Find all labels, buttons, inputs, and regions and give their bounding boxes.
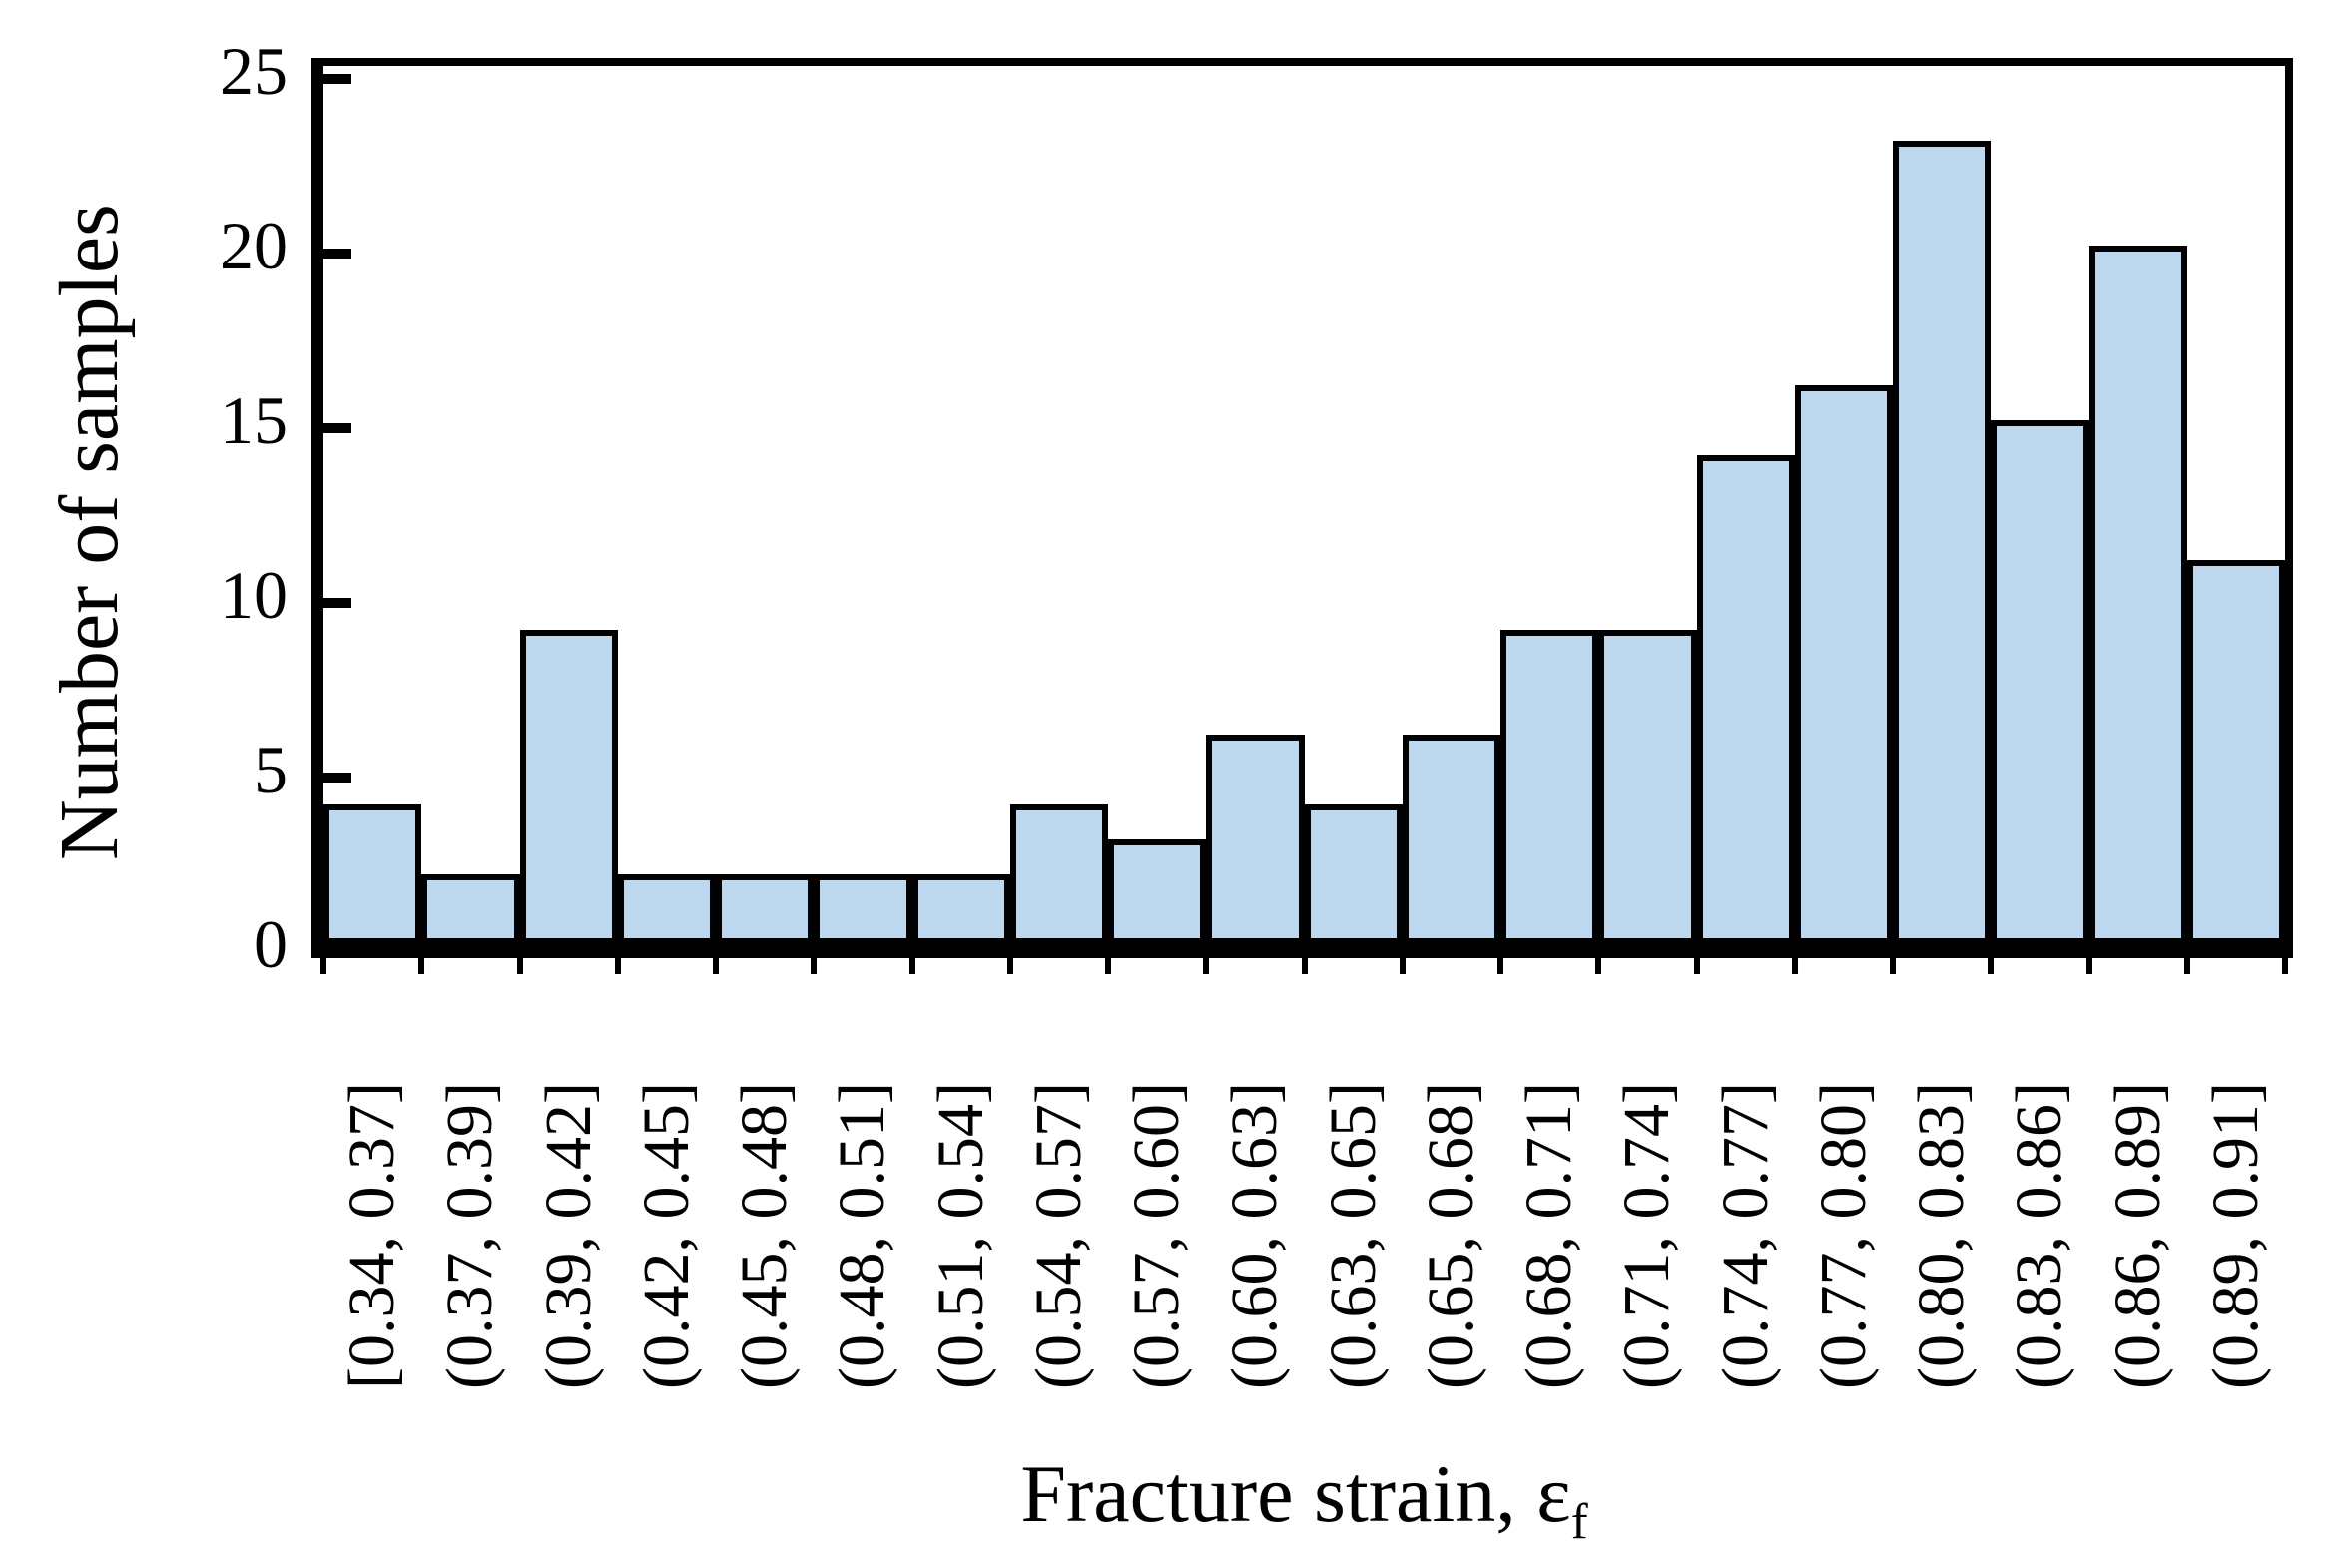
histogram-bar (814, 874, 912, 944)
histogram-bar (1009, 804, 1108, 944)
y-tick-label: 20 (220, 208, 288, 283)
x-tick-mark (811, 958, 818, 974)
x-tick-mark (2282, 958, 2288, 974)
y-tick-label: 5 (254, 732, 288, 807)
x-axis-title-subscript: f (1570, 1493, 1588, 1550)
histogram-bar (323, 804, 422, 944)
histogram-bar (716, 874, 815, 944)
x-tick-label: (0.54, 0.57] (1021, 1082, 1095, 1389)
plot-area (311, 58, 2293, 958)
x-tick-label: [0.34, 0.37] (335, 1082, 409, 1389)
histogram-bar (617, 874, 716, 944)
histogram-bar (911, 874, 1010, 944)
x-tick-mark (516, 958, 523, 974)
x-tick-mark (418, 958, 425, 974)
x-axis-title: Fracture strain, εf (323, 1448, 2285, 1547)
histogram-bar (1500, 630, 1599, 944)
x-tick-mark (1890, 958, 1896, 974)
x-tick-label: (0.45, 0.48] (728, 1082, 802, 1389)
y-tick-label: 25 (220, 33, 288, 109)
histogram-bar (1893, 141, 1992, 944)
x-tick-label: (0.42, 0.45] (629, 1082, 703, 1389)
x-tick-mark (1595, 958, 1602, 974)
histogram-bar (1696, 455, 1795, 944)
x-tick-label: (0.80, 0.83] (1905, 1082, 1979, 1389)
x-tick-mark (2183, 958, 2190, 974)
x-tick-mark (1105, 958, 1111, 974)
x-tick-label: (0.74, 0.77] (1708, 1082, 1782, 1389)
histogram-bar (519, 630, 618, 944)
x-tick-label: (0.83, 0.86] (2003, 1082, 2076, 1389)
x-tick-mark (1006, 958, 1013, 974)
histogram-bar (1304, 804, 1403, 944)
x-tick-mark (1988, 958, 1995, 974)
x-tick-mark (908, 958, 915, 974)
x-tick-label: (0.37, 0.39] (433, 1082, 507, 1389)
x-tick-mark (1693, 958, 1700, 974)
y-tick-label: 15 (220, 382, 288, 458)
x-tick-label: (0.63, 0.65] (1316, 1082, 1390, 1389)
x-tick-mark (1497, 958, 1503, 974)
histogram-bar (1402, 735, 1500, 944)
y-tick-mark (323, 74, 351, 84)
histogram-bar (421, 874, 520, 944)
x-tick-label: (0.51, 0.54] (923, 1082, 997, 1389)
x-tick-label: (0.89, 0.91] (2198, 1082, 2272, 1389)
y-tick-mark (323, 773, 351, 783)
histogram-bar (1794, 385, 1893, 944)
y-tick-mark (323, 249, 351, 259)
histogram-bar (2186, 560, 2285, 944)
x-tick-mark (614, 958, 621, 974)
x-tick-mark (1399, 958, 1406, 974)
x-tick-label: (0.48, 0.51] (826, 1082, 899, 1389)
y-tick-label: 10 (220, 557, 288, 633)
x-tick-mark (1791, 958, 1798, 974)
histogram-bar (1598, 630, 1697, 944)
histogram-bar (1991, 420, 2089, 944)
y-tick-mark (323, 598, 351, 608)
y-tick-mark (323, 423, 351, 433)
histogram-bar (2088, 246, 2187, 944)
x-tick-label: (0.71, 0.74] (1610, 1082, 1684, 1389)
x-tick-mark (1301, 958, 1308, 974)
y-tick-label: 0 (254, 906, 288, 982)
x-tick-mark (320, 958, 326, 974)
x-tick-mark (2085, 958, 2092, 974)
x-tick-label: (0.60, 0.63] (1218, 1082, 1292, 1389)
x-tick-label: (0.68, 0.71] (1512, 1082, 1586, 1389)
x-tick-mark (1203, 958, 1210, 974)
x-tick-label: (0.65, 0.68] (1414, 1082, 1487, 1389)
x-tick-label: (0.57, 0.60] (1120, 1082, 1194, 1389)
x-axis-title-text: Fracture strain, ε (1020, 1448, 1571, 1539)
x-tick-label: (0.39, 0.42] (531, 1082, 605, 1389)
x-tick-label: (0.86, 0.89] (2100, 1082, 2174, 1389)
histogram-bar (1206, 735, 1305, 944)
plot-inner (323, 66, 2285, 944)
x-tick-mark (713, 958, 719, 974)
x-tick-label: (0.77, 0.80] (1806, 1082, 1880, 1389)
histogram-bar (1108, 839, 1207, 944)
